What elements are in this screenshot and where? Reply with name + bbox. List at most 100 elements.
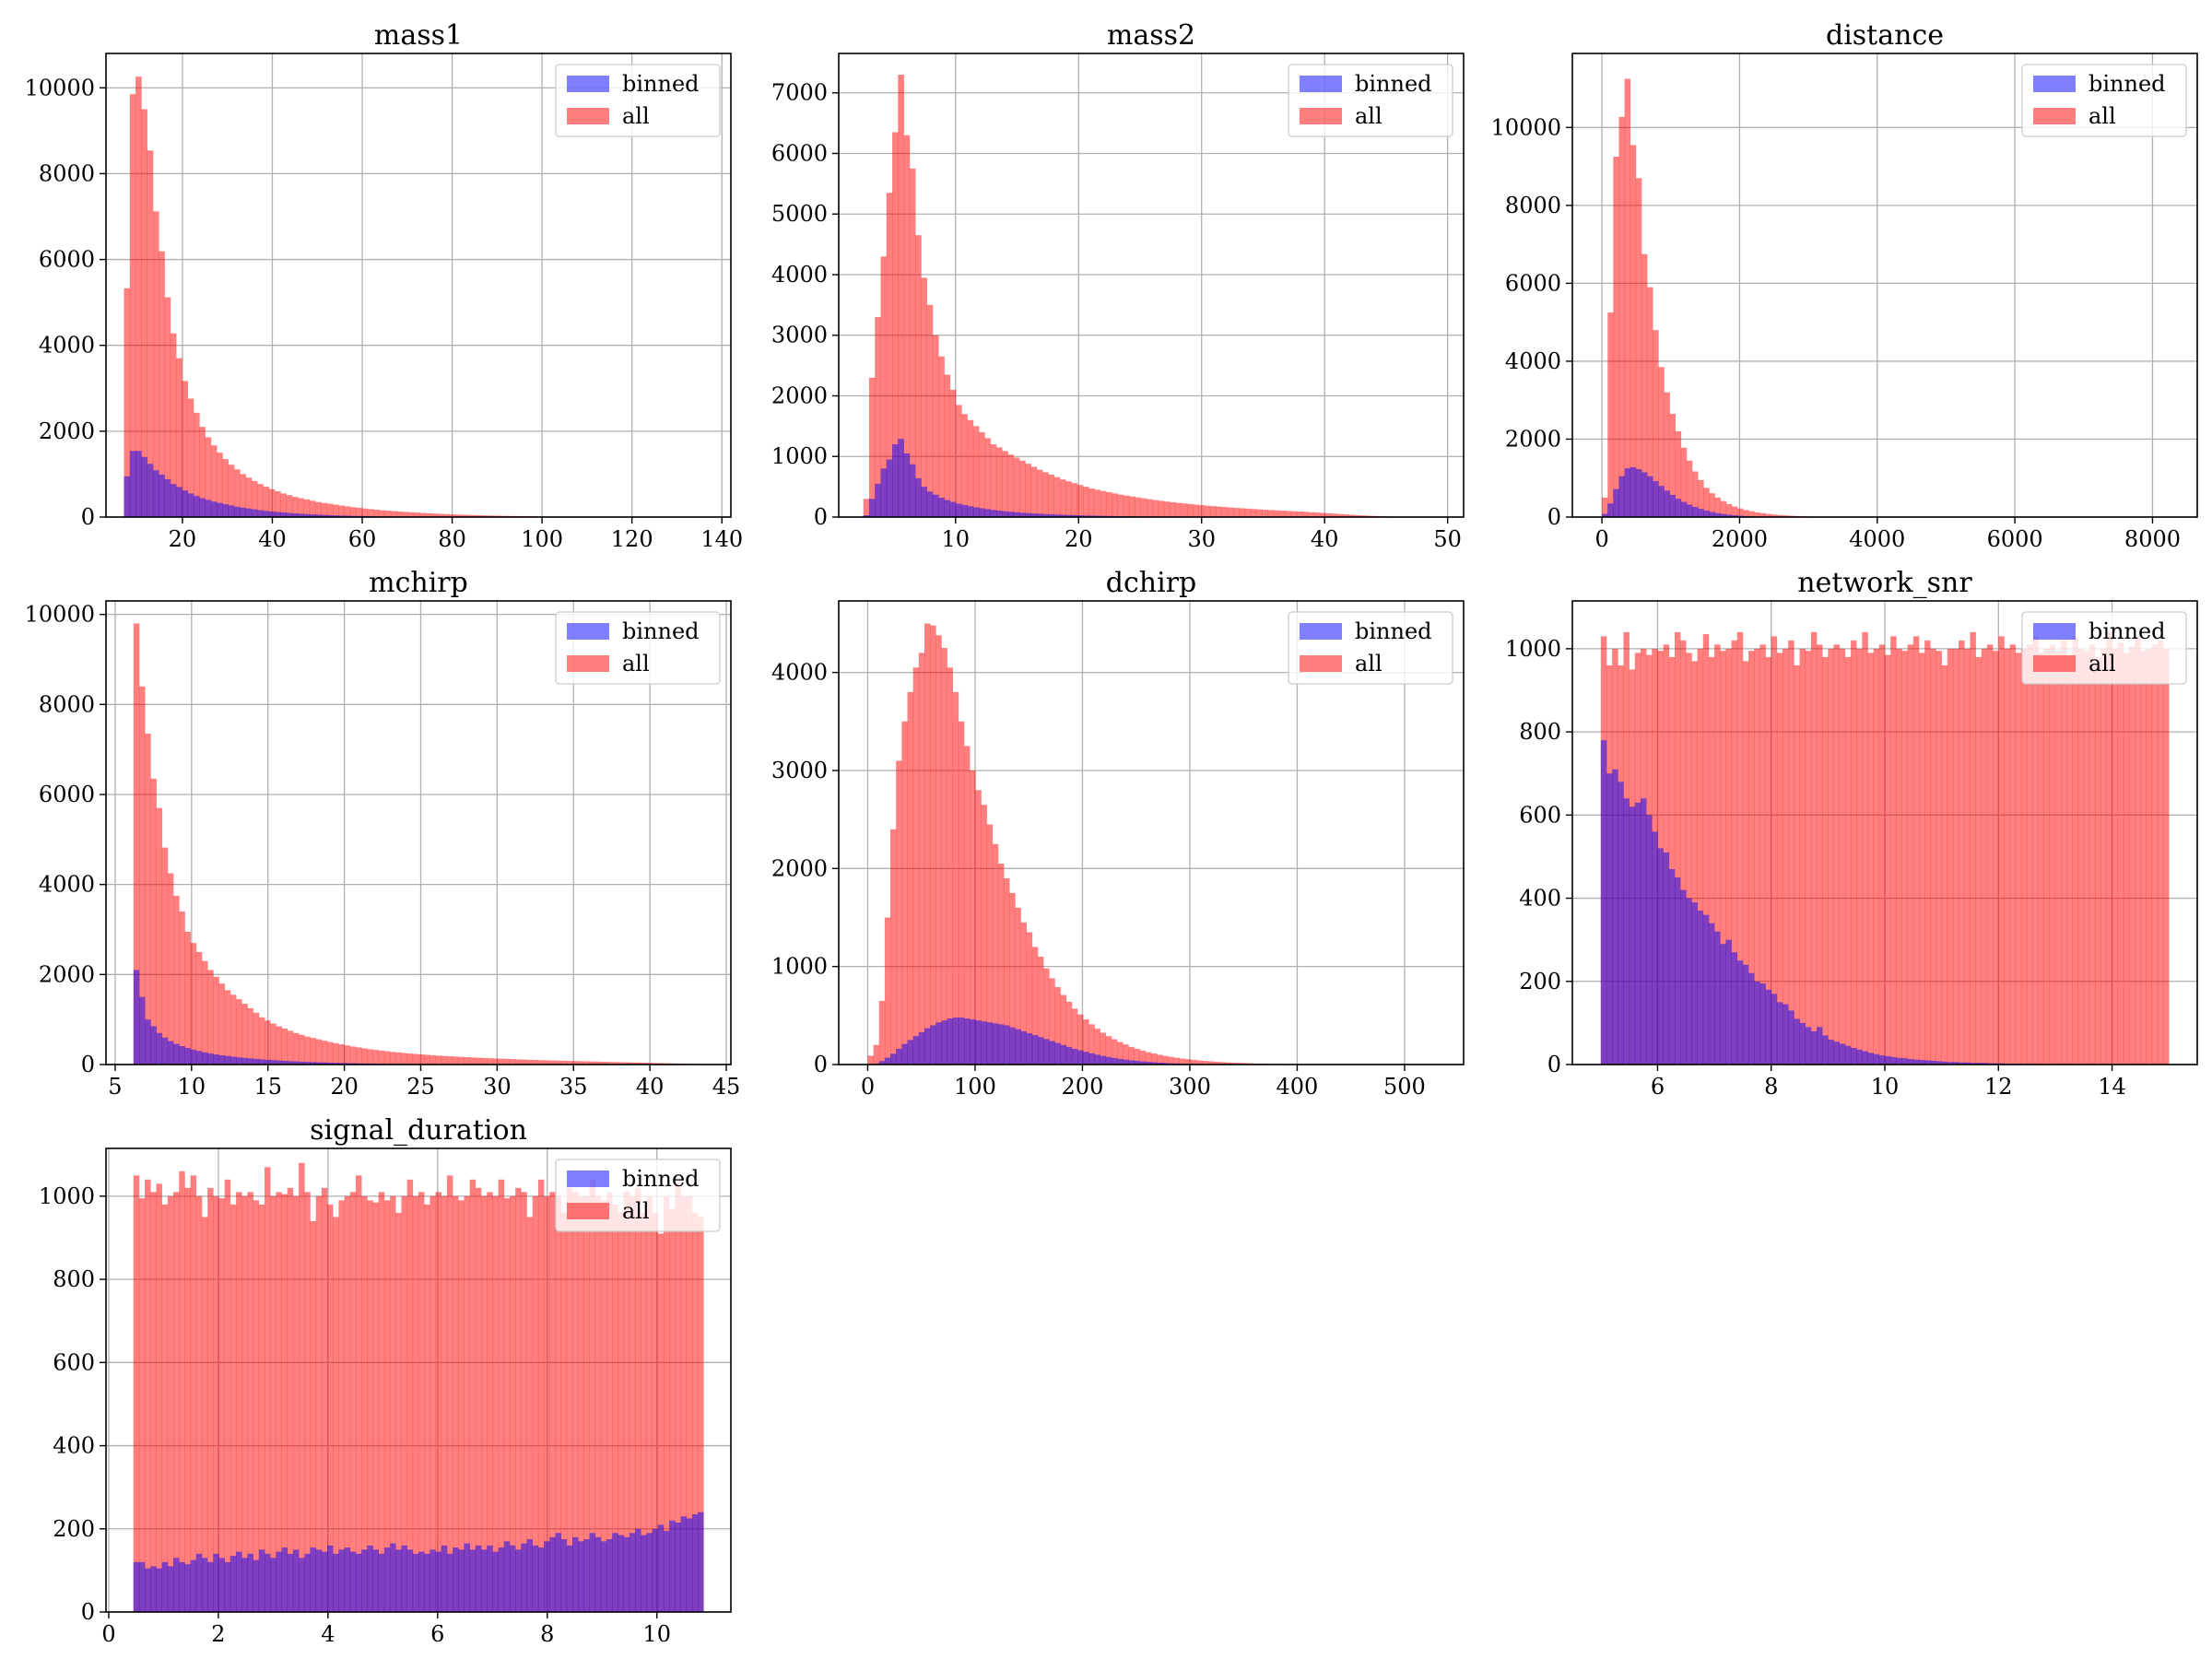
bar-all xyxy=(967,419,974,517)
bar-binned xyxy=(1930,1060,1936,1065)
bar-binned xyxy=(304,1062,311,1065)
bar-all xyxy=(1071,1008,1078,1065)
panel-network-snr: 6 8 10 12 14 0 200 400 600 800 1000 network_snrbinn… xyxy=(1505,567,2198,1100)
bar-binned xyxy=(1054,1042,1061,1065)
bar-all xyxy=(321,1187,328,1612)
bar-all xyxy=(1703,488,1710,517)
x-tick-label: 100 xyxy=(521,526,563,552)
bar-binned xyxy=(566,1545,573,1612)
bar-all xyxy=(124,288,131,517)
legend-label-binned: binned xyxy=(2088,71,2166,97)
bar-all xyxy=(1833,644,1840,1065)
x-tick-label: 400 xyxy=(1277,1074,1319,1100)
y-tick-label: 800 xyxy=(1519,719,1561,745)
bar-all xyxy=(2135,636,2141,1065)
bar-binned xyxy=(135,451,142,517)
bar-all xyxy=(458,1056,465,1065)
y-tick-label: 1000 xyxy=(771,954,828,980)
bar-all xyxy=(1216,506,1222,517)
bar-all xyxy=(164,297,171,517)
bar-all xyxy=(1959,640,1965,1065)
bar-all xyxy=(949,389,957,517)
bar-all xyxy=(492,1058,499,1065)
bar-all xyxy=(205,437,212,517)
bar-all xyxy=(1196,1060,1203,1065)
bar-binned xyxy=(1794,1018,1800,1065)
bar-all xyxy=(1207,1061,1214,1065)
x-tick-label: 50 xyxy=(1433,526,1462,552)
bar-all xyxy=(984,438,991,517)
bar-binned xyxy=(868,499,876,517)
bar-binned xyxy=(1059,514,1066,517)
bar-all xyxy=(338,505,345,517)
bar-all xyxy=(395,1052,402,1065)
bar-all xyxy=(147,150,154,518)
bar-all xyxy=(298,498,304,517)
bar-binned xyxy=(1720,513,1727,517)
bar-all xyxy=(635,1187,641,1612)
bar-binned xyxy=(441,1545,448,1612)
bar-binned xyxy=(229,1556,237,1612)
bar-all xyxy=(333,504,339,517)
bar-all xyxy=(1771,514,1778,517)
bar-all xyxy=(1036,469,1043,517)
bar-binned xyxy=(1867,1053,1874,1065)
bar-all xyxy=(481,1057,488,1065)
panel-title: network_snr xyxy=(1797,567,1972,599)
y-tick-label: 4000 xyxy=(39,333,95,359)
bar-all xyxy=(378,1050,385,1065)
series-all xyxy=(133,623,704,1065)
bar-binned xyxy=(315,1062,323,1065)
y-tick-label: 8000 xyxy=(39,691,95,717)
bar-all xyxy=(1783,515,1789,517)
legend: binned all xyxy=(555,611,721,685)
bar-all xyxy=(190,1175,197,1612)
bar-binned xyxy=(258,1549,265,1612)
bar-binned xyxy=(182,490,189,517)
bar-all xyxy=(1168,1056,1174,1065)
bar-all xyxy=(669,1208,676,1612)
bar-all xyxy=(401,1195,407,1612)
bar-all xyxy=(390,1195,396,1612)
bar-binned xyxy=(133,1561,140,1612)
bar-binned xyxy=(975,1020,982,1065)
bar-binned xyxy=(458,1549,465,1612)
bar-binned xyxy=(1634,802,1641,1065)
bar-all xyxy=(292,1195,300,1612)
bar-binned xyxy=(378,1553,385,1612)
bar-binned xyxy=(941,1020,947,1065)
bar-binned xyxy=(1088,1053,1095,1065)
bar-all xyxy=(133,1175,140,1612)
y-tick-label: 5000 xyxy=(771,201,828,227)
bar-all xyxy=(1618,116,1625,518)
bar-all xyxy=(549,1060,556,1065)
bar-all xyxy=(1348,514,1356,517)
bar-all xyxy=(1331,513,1338,517)
bar-binned xyxy=(1123,1059,1129,1065)
bar-all xyxy=(1653,330,1659,517)
bar-binned xyxy=(1725,939,1732,1065)
bar-all xyxy=(1218,1062,1226,1065)
bar-all xyxy=(367,1049,373,1065)
bar-binned xyxy=(1077,515,1084,517)
y-tick-label: 3000 xyxy=(771,758,828,783)
bar-all xyxy=(1799,648,1806,1065)
bar-binned xyxy=(321,1062,328,1065)
bar-binned xyxy=(1691,902,1698,1065)
bar-all xyxy=(1135,497,1142,517)
bar-all xyxy=(361,1048,368,1065)
bar-all xyxy=(1004,877,1010,1065)
bar-all xyxy=(875,317,881,517)
bar-all xyxy=(2027,644,2033,1065)
bar-binned xyxy=(1025,512,1031,517)
bar-binned xyxy=(669,1520,676,1612)
legend-label-all: all xyxy=(2088,103,2116,129)
bar-binned xyxy=(1731,515,1738,517)
bar-all xyxy=(241,1004,248,1065)
bar-all xyxy=(224,990,231,1065)
bar-all xyxy=(873,1044,880,1065)
bar-all xyxy=(1313,512,1321,517)
bar-all xyxy=(1986,644,1994,1065)
bar-binned xyxy=(124,476,131,517)
bar-binned xyxy=(287,1553,294,1612)
